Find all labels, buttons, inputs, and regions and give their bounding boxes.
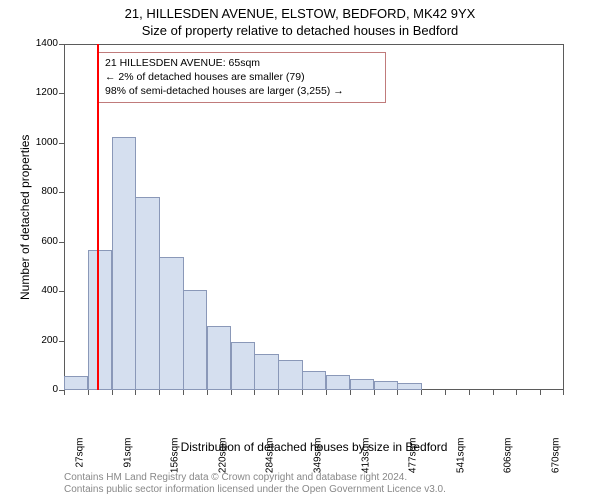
histogram-bar: [302, 371, 326, 390]
x-tick-label: 541sqm: [455, 438, 466, 478]
annotation-box: 21 HILLESDEN AVENUE: 65sqm ← 2% of detac…: [98, 52, 386, 103]
annotation-line-1: 21 HILLESDEN AVENUE: 65sqm: [105, 56, 379, 70]
x-tick: [88, 390, 89, 395]
x-tick-label: 156sqm: [170, 438, 181, 478]
x-tick: [231, 390, 232, 395]
histogram-bar: [374, 381, 398, 390]
histogram-bar: [183, 290, 207, 390]
x-tick: [350, 390, 351, 395]
histogram-bar: [254, 354, 278, 390]
histogram-bar: [278, 360, 302, 390]
y-tick-label: 800: [22, 186, 58, 197]
histogram-bar: [112, 137, 136, 390]
footer-line-1: Contains HM Land Registry data © Crown c…: [64, 472, 407, 483]
x-tick-label: 220sqm: [217, 438, 228, 478]
x-tick: [326, 390, 327, 395]
chart-title: 21, HILLESDEN AVENUE, ELSTOW, BEDFORD, M…: [0, 0, 600, 21]
x-tick: [469, 390, 470, 395]
x-tick: [397, 390, 398, 395]
histogram-bar: [88, 250, 112, 390]
y-tick: [59, 93, 64, 94]
histogram-bar: [207, 326, 231, 390]
x-tick-label: 606sqm: [503, 438, 514, 478]
histogram-bar: [397, 383, 421, 390]
x-tick-label: 91sqm: [122, 438, 133, 478]
x-tick: [183, 390, 184, 395]
chart-container: 21, HILLESDEN AVENUE, ELSTOW, BEDFORD, M…: [0, 0, 600, 500]
x-tick: [64, 390, 65, 395]
histogram-bar: [64, 376, 88, 390]
histogram-bar: [159, 257, 183, 390]
y-tick-label: 600: [22, 236, 58, 247]
subject-marker-line: [97, 44, 99, 390]
y-tick: [59, 291, 64, 292]
y-tick-label: 0: [22, 384, 58, 395]
annotation-line-2: ← 2% of detached houses are smaller (79): [105, 70, 379, 84]
y-tick: [59, 143, 64, 144]
x-tick-label: 670sqm: [551, 438, 562, 478]
x-tick-label: 413sqm: [360, 438, 371, 478]
x-tick: [374, 390, 375, 395]
histogram-bar: [350, 379, 374, 390]
x-tick-label: 349sqm: [313, 438, 324, 478]
chart-subtitle: Size of property relative to detached ho…: [0, 21, 600, 38]
x-tick: [563, 390, 564, 395]
x-tick: [540, 390, 541, 395]
x-tick-label: 284sqm: [265, 438, 276, 478]
y-tick: [59, 242, 64, 243]
x-tick-label: 27sqm: [74, 438, 85, 478]
x-tick: [112, 390, 113, 395]
y-tick-label: 1000: [22, 137, 58, 148]
histogram-bar: [326, 375, 350, 390]
y-tick: [59, 341, 64, 342]
x-tick: [278, 390, 279, 395]
y-tick-label: 1400: [22, 38, 58, 49]
y-tick-label: 1200: [22, 87, 58, 98]
x-tick: [493, 390, 494, 395]
annotation-line-3: 98% of semi-detached houses are larger (…: [105, 84, 379, 98]
y-tick: [59, 192, 64, 193]
x-tick: [516, 390, 517, 395]
x-tick: [302, 390, 303, 395]
y-axis-label: Number of detached properties: [18, 135, 32, 300]
x-tick: [421, 390, 422, 395]
y-tick-label: 400: [22, 285, 58, 296]
y-tick-label: 200: [22, 335, 58, 346]
histogram-bar: [231, 342, 255, 390]
x-tick-label: 477sqm: [408, 438, 419, 478]
footer-line-2: Contains public sector information licen…: [64, 484, 446, 495]
x-tick: [254, 390, 255, 395]
x-tick: [207, 390, 208, 395]
y-tick: [59, 44, 64, 45]
x-tick: [135, 390, 136, 395]
x-tick: [445, 390, 446, 395]
histogram-bar: [135, 197, 159, 390]
x-tick: [159, 390, 160, 395]
